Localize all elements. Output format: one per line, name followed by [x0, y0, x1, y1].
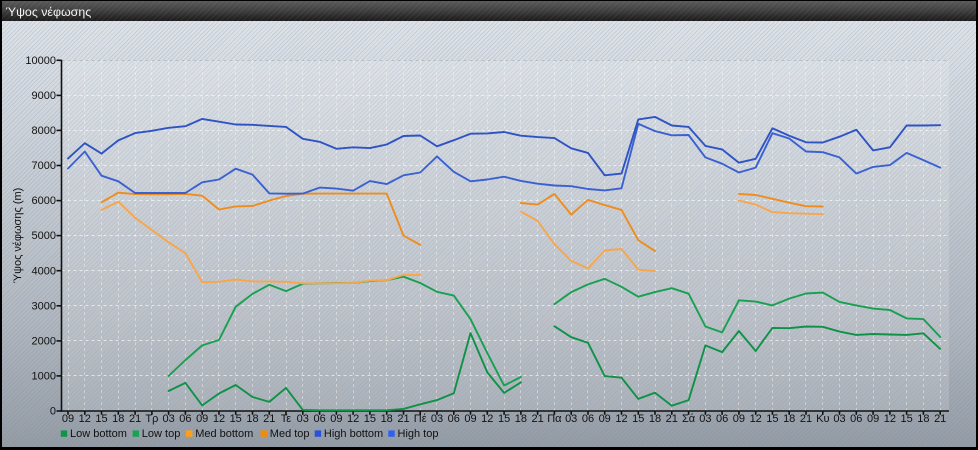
- svg-text:High bottom: High bottom: [324, 428, 383, 440]
- svg-text:03: 03: [162, 413, 174, 425]
- svg-text:High top: High top: [398, 428, 439, 440]
- svg-text:Πέ: Πέ: [414, 413, 427, 425]
- svg-text:03: 03: [833, 413, 845, 425]
- svg-text:15: 15: [766, 413, 778, 425]
- svg-text:21: 21: [129, 413, 141, 425]
- svg-text:Med top: Med top: [270, 428, 310, 440]
- svg-text:12: 12: [884, 413, 896, 425]
- svg-text:2000: 2000: [32, 336, 56, 348]
- svg-text:Πα: Πα: [547, 413, 562, 425]
- svg-text:1000: 1000: [32, 371, 56, 383]
- svg-text:09: 09: [330, 413, 342, 425]
- svg-text:Σά: Σά: [682, 413, 696, 425]
- svg-text:21: 21: [397, 413, 409, 425]
- svg-text:8000: 8000: [32, 125, 56, 137]
- svg-text:03: 03: [431, 413, 443, 425]
- svg-text:09: 09: [733, 413, 745, 425]
- svg-text:21: 21: [934, 413, 946, 425]
- svg-text:21: 21: [531, 413, 543, 425]
- svg-text:03: 03: [297, 413, 309, 425]
- svg-text:06: 06: [582, 413, 594, 425]
- svg-text:12: 12: [615, 413, 627, 425]
- svg-text:21: 21: [666, 413, 678, 425]
- svg-text:06: 06: [850, 413, 862, 425]
- svg-text:09: 09: [599, 413, 611, 425]
- svg-text:6000: 6000: [32, 195, 56, 207]
- svg-text:5000: 5000: [32, 230, 56, 242]
- svg-text:06: 06: [179, 413, 191, 425]
- svg-text:12: 12: [347, 413, 359, 425]
- svg-text:03: 03: [565, 413, 577, 425]
- svg-text:Κυ: Κυ: [816, 413, 829, 425]
- svg-text:Low top: Low top: [142, 428, 181, 440]
- svg-text:18: 18: [112, 413, 124, 425]
- svg-text:06: 06: [313, 413, 325, 425]
- svg-text:12: 12: [481, 413, 493, 425]
- svg-text:06: 06: [716, 413, 728, 425]
- svg-text:15: 15: [95, 413, 107, 425]
- svg-text:15: 15: [498, 413, 510, 425]
- svg-text:09: 09: [196, 413, 208, 425]
- svg-text:09: 09: [464, 413, 476, 425]
- svg-text:Low bottom: Low bottom: [70, 428, 127, 440]
- svg-text:18: 18: [783, 413, 795, 425]
- svg-text:21: 21: [263, 413, 275, 425]
- svg-text:15: 15: [900, 413, 912, 425]
- svg-text:15: 15: [364, 413, 376, 425]
- svg-text:9000: 9000: [32, 90, 56, 102]
- svg-text:09: 09: [867, 413, 879, 425]
- svg-text:10000: 10000: [25, 55, 56, 67]
- svg-text:Τε: Τε: [281, 413, 292, 425]
- svg-text:06: 06: [448, 413, 460, 425]
- svg-text:18: 18: [917, 413, 929, 425]
- svg-text:7000: 7000: [32, 160, 56, 172]
- svg-text:Τρ: Τρ: [145, 413, 158, 425]
- svg-text:4000: 4000: [32, 265, 56, 277]
- svg-text:18: 18: [246, 413, 258, 425]
- svg-text:09: 09: [62, 413, 74, 425]
- svg-text:18: 18: [381, 413, 393, 425]
- svg-text:0: 0: [50, 406, 56, 418]
- svg-text:21: 21: [800, 413, 812, 425]
- svg-text:Ύψος νέφωσης (m): Ύψος νέφωσης (m): [12, 188, 24, 284]
- svg-text:18: 18: [649, 413, 661, 425]
- svg-text:12: 12: [213, 413, 225, 425]
- svg-text:12: 12: [79, 413, 91, 425]
- svg-text:15: 15: [632, 413, 644, 425]
- svg-text:15: 15: [230, 413, 242, 425]
- svg-text:03: 03: [699, 413, 711, 425]
- svg-text:12: 12: [750, 413, 762, 425]
- svg-text:18: 18: [515, 413, 527, 425]
- svg-text:Med bottom: Med bottom: [195, 428, 253, 440]
- svg-text:3000: 3000: [32, 300, 56, 312]
